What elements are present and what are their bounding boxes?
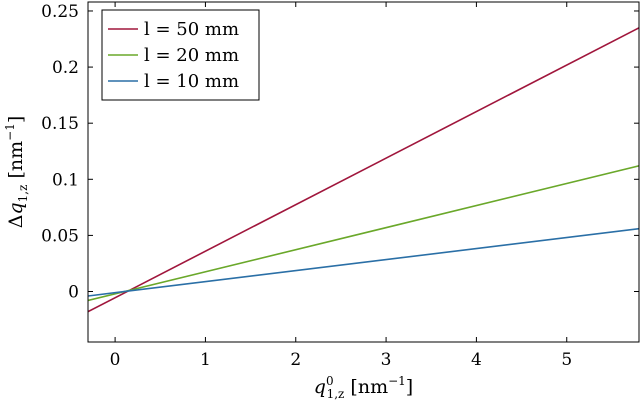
y-tick-label: 0.05 — [41, 226, 79, 246]
ticks-layer: 0 1 2 3 4 5 0 0.05 0.1 0.15 0.2 0.25 — [41, 2, 639, 370]
x-tick-label: 2 — [290, 350, 301, 370]
y-tick-label: 0.1 — [52, 170, 79, 190]
y-tick-label: 0 — [68, 283, 79, 303]
y-axis-label: Δq1,z [nm−1] — [3, 116, 30, 229]
legend-entry-label: l = 20 mm — [144, 45, 239, 66]
legend-entry-label: l = 50 mm — [144, 19, 239, 40]
x-tick-label: 3 — [381, 350, 392, 370]
series-line-1 — [88, 27, 639, 313]
series-line-3 — [88, 227, 639, 297]
y-tick-label: 0.25 — [41, 2, 79, 22]
y-tick-label: 0.15 — [41, 114, 79, 134]
series-layer — [88, 27, 639, 313]
legend: l = 50 mm l = 20 mm l = 10 mm — [101, 9, 260, 101]
x-tick-label: 5 — [561, 350, 572, 370]
x-axis-label: q0 1,z [nm−1] — [314, 374, 413, 401]
x-tick-label: 1 — [200, 350, 211, 370]
y-tick-label: 0.2 — [52, 58, 79, 78]
series-line-2 — [88, 165, 639, 302]
legend-entry-label: l = 10 mm — [144, 71, 239, 92]
x-tick-label: 0 — [110, 350, 121, 370]
x-tick-label: 4 — [471, 350, 482, 370]
plot-frame — [87, 1, 640, 343]
